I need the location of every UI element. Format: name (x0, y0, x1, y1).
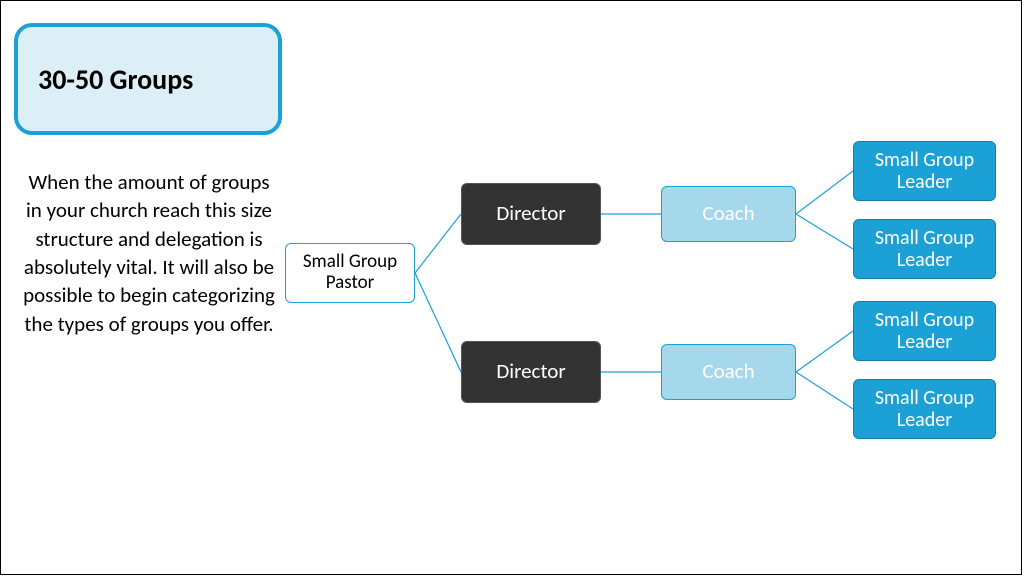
title-box: 30-50 Groups (14, 23, 282, 135)
node-leader: Small Group Leader (853, 141, 996, 201)
node-pastor: Small Group Pastor (285, 243, 415, 303)
node-leader: Small Group Leader (853, 301, 996, 361)
node-coach: Coach (661, 344, 796, 400)
node-coach: Coach (661, 186, 796, 242)
title-text: 30-50 Groups (38, 62, 193, 97)
body-text: When the amount of groups in your church… (19, 168, 279, 338)
node-leader: Small Group Leader (853, 379, 996, 439)
slide: 30-50 Groups When the amount of groups i… (0, 0, 1022, 575)
node-director: Director (461, 341, 601, 403)
node-leader: Small Group Leader (853, 219, 996, 279)
node-director: Director (461, 183, 601, 245)
